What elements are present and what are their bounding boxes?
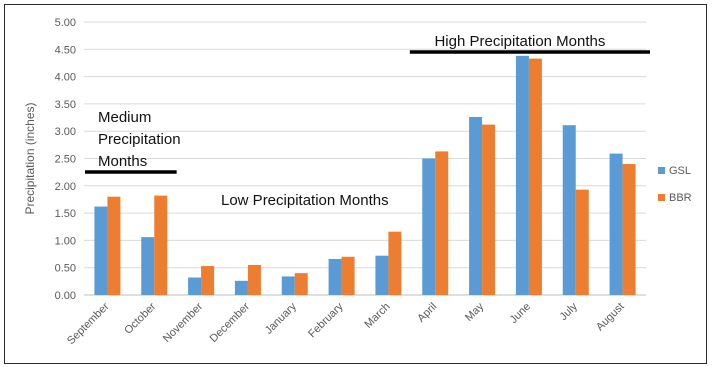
x-tick-label: January	[263, 300, 300, 337]
legend-swatch-bbr	[658, 194, 665, 201]
bar-gsl-september	[94, 206, 108, 295]
bar-gsl-october	[141, 237, 155, 295]
bar-gsl-march	[375, 255, 389, 295]
bar-bbr-may	[482, 124, 496, 295]
medium-precipitation-label-line: Medium	[98, 109, 151, 126]
bar-bbr-february	[341, 256, 355, 295]
bar-bbr-june	[528, 58, 542, 295]
bar-bbr-march	[388, 231, 402, 295]
bar-bbr-january	[294, 273, 308, 295]
bar-bbr-april	[435, 151, 449, 295]
x-tick-label: October	[122, 300, 158, 336]
bar-gsl-may	[469, 117, 483, 295]
x-tick-label: February	[306, 300, 346, 340]
x-tick-label: September	[65, 300, 112, 347]
bar-gsl-july	[562, 125, 576, 295]
bar-bbr-november	[201, 266, 215, 295]
y-tick-label: 0.50	[55, 263, 76, 275]
y-tick-label: 1.50	[55, 208, 76, 220]
bar-gsl-november	[188, 277, 202, 295]
y-tick-label: 4.00	[55, 72, 76, 84]
medium-precipitation-label-line: Precipitation	[98, 131, 181, 148]
y-tick-label: 2.50	[55, 154, 76, 166]
y-tick-label: 3.00	[55, 126, 76, 138]
bar-bbr-july	[575, 189, 589, 295]
precipitation-bar-chart: 0.00 0.50 1.00 1.50 2.00 2.50 3.00 3.50 4.00 4.50…	[23, 17, 692, 347]
y-tick-label: 2.00	[55, 181, 76, 193]
y-tick-label: 3.50	[55, 99, 76, 111]
y-tick-label: 1.00	[55, 235, 76, 247]
bar-gsl-january	[281, 276, 295, 295]
x-tick-label: June	[508, 301, 533, 326]
bar-gsl-june	[515, 55, 529, 295]
x-tick-label: May	[463, 300, 487, 324]
bar-gsl-december	[234, 280, 248, 295]
chart-frame: 0.00 0.50 1.00 1.50 2.00 2.50 3.00 3.50 4.00 4.50…	[4, 4, 707, 364]
low-precipitation-label: Low Precipitation Months	[221, 192, 389, 209]
bar-gsl-april	[422, 158, 436, 295]
x-tick-label: July	[558, 300, 581, 323]
y-tick-label: 5.00	[55, 17, 76, 29]
bar-bbr-august	[622, 163, 636, 295]
bar-gsl-august	[609, 153, 623, 295]
bar-bbr-october	[154, 195, 168, 295]
bar-gsl-february	[328, 258, 342, 295]
x-tick-label: August	[594, 301, 627, 334]
x-tick-label: March	[362, 301, 392, 331]
legend-swatch-gsl	[658, 167, 665, 174]
high-precipitation-label: High Precipitation Months	[434, 33, 605, 50]
bar-bbr-september	[107, 196, 121, 295]
legend-label-gsl: GSL	[669, 165, 691, 177]
x-tick-label: November	[161, 300, 206, 345]
medium-precipitation-label-line: Months	[98, 153, 147, 170]
bar-bbr-december	[247, 264, 261, 295]
x-tick-label: December	[208, 300, 253, 345]
y-tick-label: 4.50	[55, 44, 76, 56]
y-tick-label: 0.00	[55, 290, 76, 302]
legend-label-bbr: BBR	[669, 192, 692, 204]
y-axis-label: Precipitation (inches)	[23, 102, 37, 214]
x-tick-label: April	[415, 301, 439, 325]
